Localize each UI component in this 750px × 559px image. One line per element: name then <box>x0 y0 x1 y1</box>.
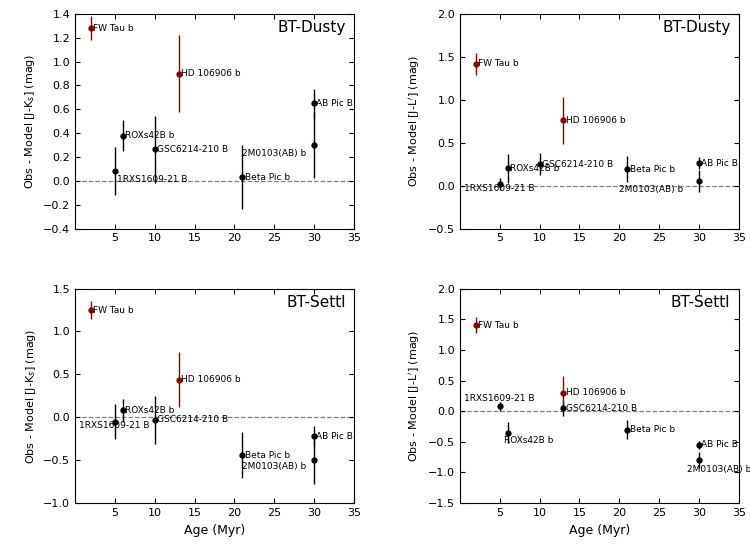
Text: HD 106906 b: HD 106906 b <box>566 389 626 397</box>
Text: 2M0103(AB) b: 2M0103(AB) b <box>242 149 307 158</box>
Text: 2M0103(AB) b: 2M0103(AB) b <box>620 184 683 193</box>
Text: 1RXS1609-21 B: 1RXS1609-21 B <box>464 395 534 404</box>
Text: GSC6214-210 B: GSC6214-210 B <box>157 145 228 154</box>
Text: FW Tau b: FW Tau b <box>478 321 519 330</box>
Text: BT-Dusty: BT-Dusty <box>662 21 730 35</box>
Text: HD 106906 b: HD 106906 b <box>181 375 241 384</box>
Text: ROXs42B b: ROXs42B b <box>504 436 553 445</box>
Text: 2M0103(AB) b: 2M0103(AB) b <box>242 462 307 471</box>
Text: 1RXS1609-21 B: 1RXS1609-21 B <box>79 421 149 430</box>
Text: HD 106906 b: HD 106906 b <box>566 116 626 125</box>
Text: 1RXS1609-21 B: 1RXS1609-21 B <box>464 184 534 193</box>
Text: AB Pic B: AB Pic B <box>316 432 353 440</box>
Y-axis label: Obs - Model [J-L$'$] (mag): Obs - Model [J-L$'$] (mag) <box>407 55 422 187</box>
Y-axis label: Obs - Model [J-K$_s$] (mag): Obs - Model [J-K$_s$] (mag) <box>23 328 38 463</box>
Text: BT-Settl: BT-Settl <box>286 295 346 310</box>
X-axis label: Age (Myr): Age (Myr) <box>568 524 630 537</box>
Text: AB Pic B: AB Pic B <box>701 159 738 168</box>
Text: Beta Pic b: Beta Pic b <box>244 173 290 182</box>
Y-axis label: Obs - Model [J-L$'$] (mag): Obs - Model [J-L$'$] (mag) <box>407 330 422 462</box>
Text: GSC6214-210 B: GSC6214-210 B <box>566 404 637 413</box>
Y-axis label: Obs - Model [J-K$_s$] (mag): Obs - Model [J-K$_s$] (mag) <box>23 54 38 189</box>
Text: BT-Dusty: BT-Dusty <box>278 21 346 35</box>
Text: ROXs42B b: ROXs42B b <box>125 406 175 415</box>
Text: HD 106906 b: HD 106906 b <box>181 69 241 78</box>
X-axis label: Age (Myr): Age (Myr) <box>184 524 245 537</box>
Text: Beta Pic b: Beta Pic b <box>244 451 290 459</box>
Text: BT-Settl: BT-Settl <box>671 295 730 310</box>
Text: GSC6214-210 B: GSC6214-210 B <box>542 160 613 169</box>
Text: ROXs42B b: ROXs42B b <box>125 131 175 140</box>
Text: 2M0103(AB) b: 2M0103(AB) b <box>687 465 750 474</box>
Text: FW Tau b: FW Tau b <box>93 306 134 315</box>
Text: Beta Pic b: Beta Pic b <box>629 165 675 174</box>
Text: ROXs42B b: ROXs42B b <box>510 164 560 173</box>
Text: 1RXS1609-21 B: 1RXS1609-21 B <box>117 175 188 184</box>
Text: AB Pic B: AB Pic B <box>701 440 738 449</box>
Text: Beta Pic b: Beta Pic b <box>629 425 675 434</box>
Text: FW Tau b: FW Tau b <box>93 24 134 33</box>
Text: FW Tau b: FW Tau b <box>478 59 519 68</box>
Text: AB Pic B: AB Pic B <box>316 99 353 108</box>
Text: GSC6214-210 B: GSC6214-210 B <box>157 415 228 424</box>
